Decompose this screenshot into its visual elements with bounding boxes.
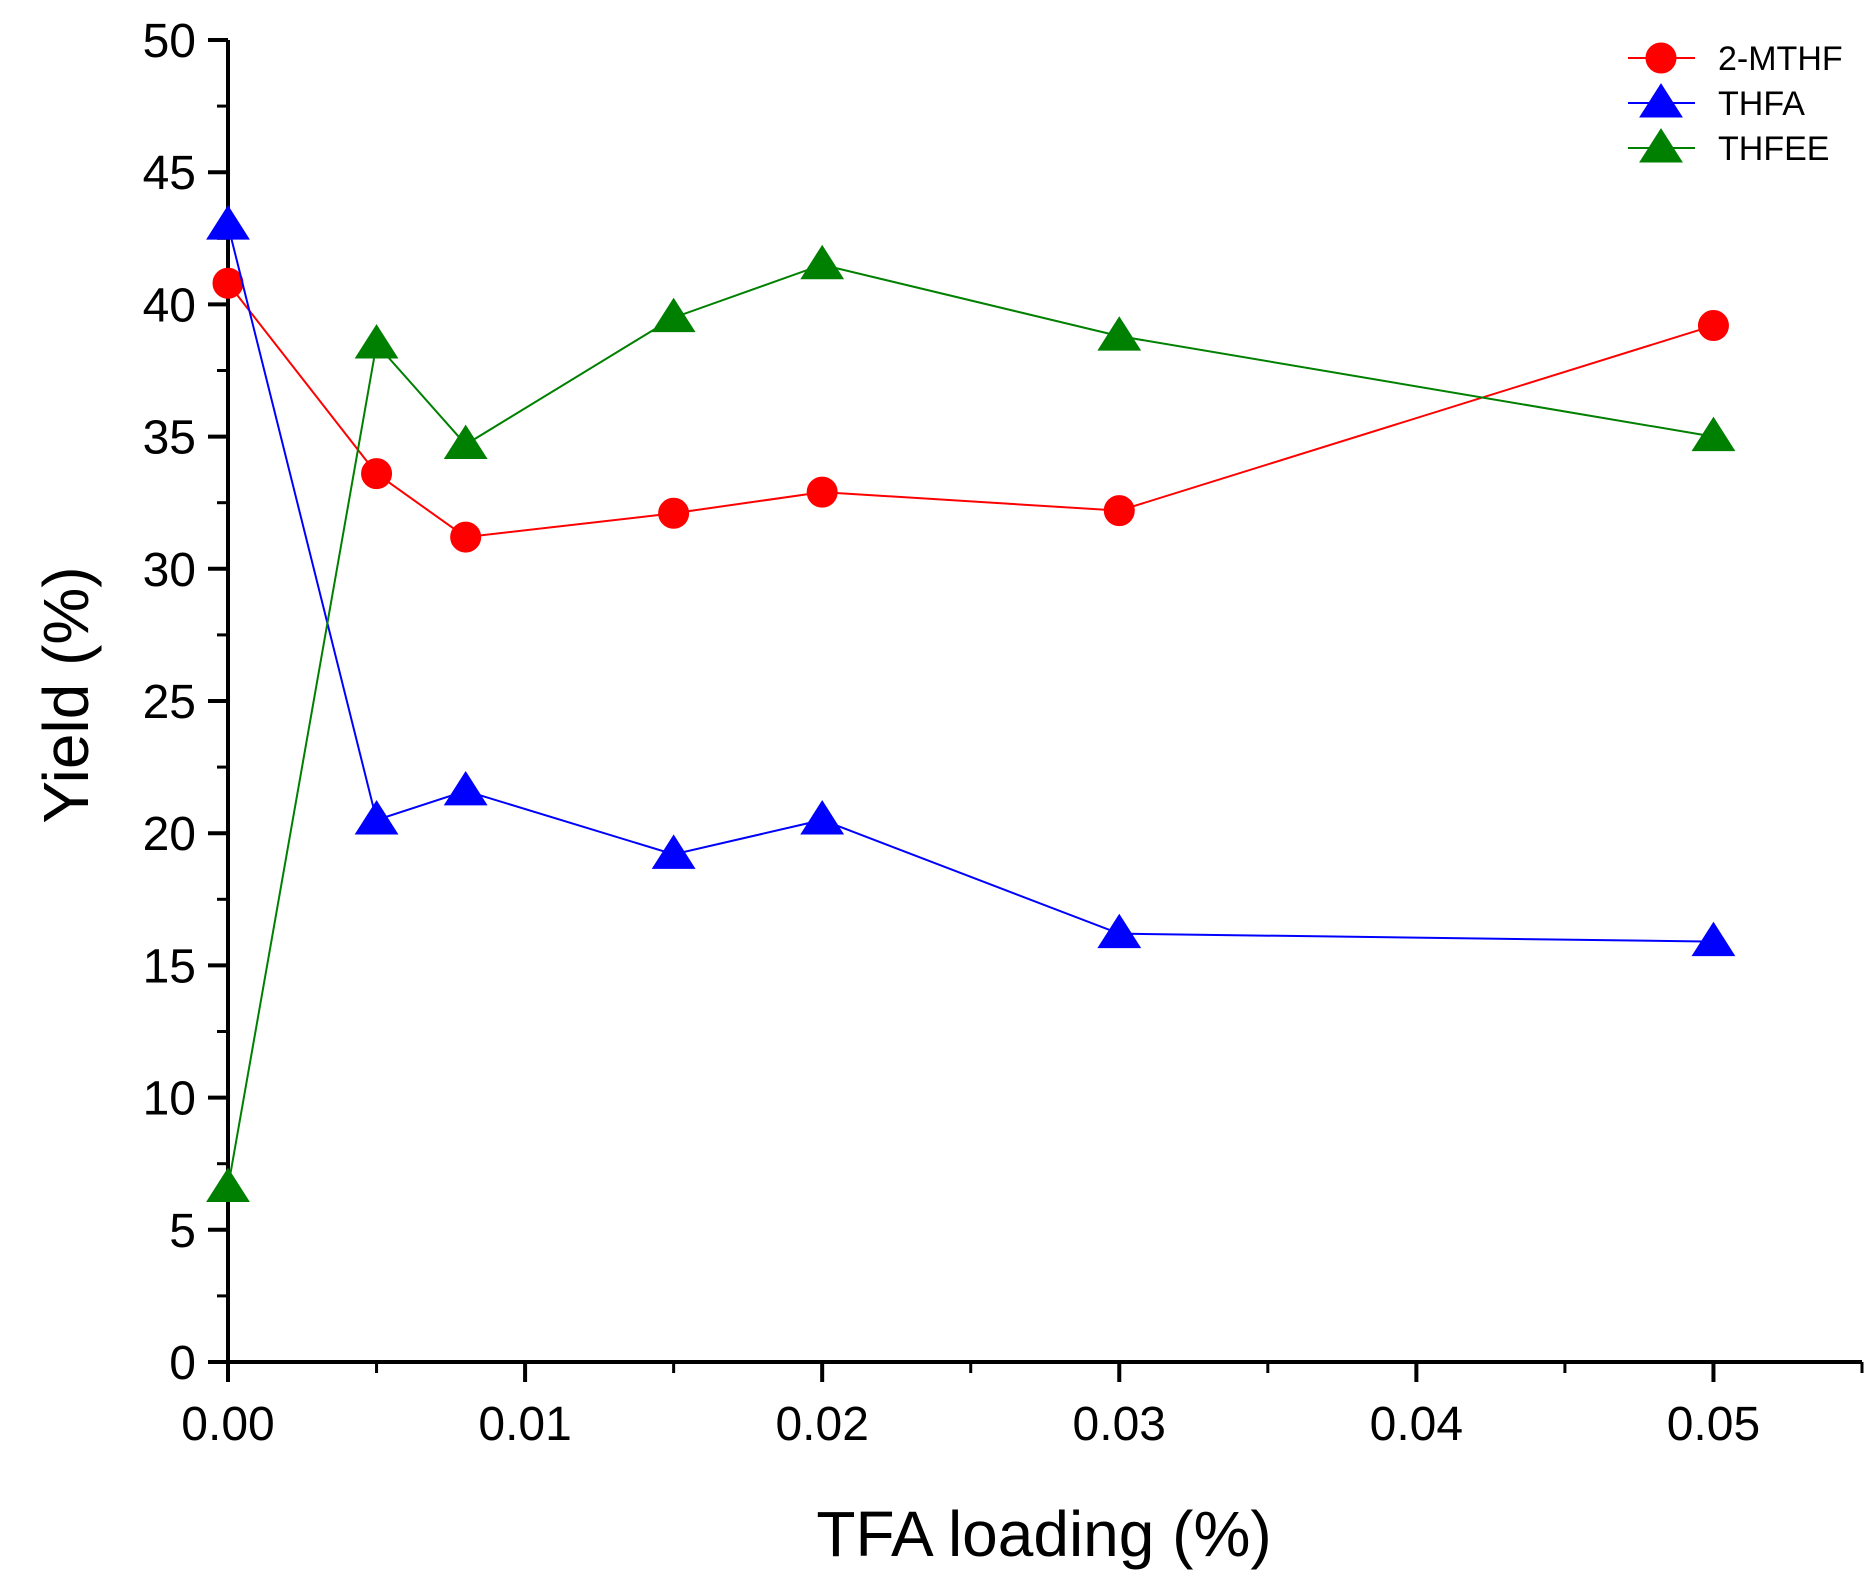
y-tick-label: 20 bbox=[143, 808, 196, 861]
y-tick-label: 40 bbox=[143, 279, 196, 332]
y-tick-label: 35 bbox=[143, 412, 196, 465]
data-point-thfa bbox=[354, 800, 399, 835]
data-point-thfee bbox=[354, 324, 399, 359]
data-point-2-mthf bbox=[1103, 495, 1135, 527]
y-tick-label: 10 bbox=[143, 1073, 196, 1126]
data-point-thfee bbox=[1097, 316, 1142, 351]
data-point-thfee bbox=[1691, 416, 1736, 452]
series-2-mthf bbox=[212, 267, 1729, 553]
legend-marker-2-mthf bbox=[1645, 42, 1677, 74]
y-tick-label: 15 bbox=[143, 940, 196, 993]
data-point-2-mthf bbox=[806, 476, 838, 508]
y-axis-title: Yield (%) bbox=[30, 566, 102, 823]
x-tick-label: 0.03 bbox=[1073, 1398, 1166, 1451]
y-tick-label: 30 bbox=[143, 544, 196, 597]
legend-entry-thfa: THFA bbox=[1628, 83, 1805, 123]
y-tick-label: 45 bbox=[143, 147, 196, 200]
series-group bbox=[206, 205, 1736, 1202]
data-point-2-mthf bbox=[1697, 310, 1729, 342]
legend-label-thfa: THFA bbox=[1718, 85, 1805, 123]
x-tick-label: 0.05 bbox=[1667, 1398, 1760, 1451]
legend-label-2-mthf: 2-MTHF bbox=[1718, 40, 1843, 78]
y-tick-label: 50 bbox=[143, 15, 196, 68]
data-point-2-mthf bbox=[450, 521, 482, 553]
data-point-thfee bbox=[443, 424, 488, 460]
data-point-thfa bbox=[651, 834, 696, 869]
data-point-thfa bbox=[800, 800, 845, 835]
data-point-thfa bbox=[443, 770, 488, 806]
series-thfee bbox=[206, 244, 1736, 1202]
y-tick-label: 5 bbox=[169, 1205, 196, 1258]
x-tick-label: 0.00 bbox=[181, 1398, 274, 1451]
axes: 0 5 10 15 20 25 30 35 40 45 50 0.00 0.01 0.02 0.03 0.04… bbox=[143, 15, 1864, 1451]
data-point-thfa bbox=[1691, 921, 1736, 957]
data-point-2-mthf bbox=[212, 267, 244, 299]
data-point-thfee bbox=[651, 297, 696, 333]
data-point-thfee bbox=[800, 244, 845, 280]
series-thfa bbox=[206, 205, 1736, 957]
legend-entry-2-mthf: 2-MTHF bbox=[1628, 40, 1843, 78]
y-tick-label: 25 bbox=[143, 676, 196, 729]
legend-marker-thfee bbox=[1639, 128, 1683, 163]
legend: 2-MTHF THFA THFEE bbox=[1628, 40, 1843, 168]
y-tick-label: 0 bbox=[169, 1337, 196, 1390]
data-point-2-mthf bbox=[658, 497, 690, 529]
x-axis-title: TFA loading (%) bbox=[816, 1498, 1271, 1570]
data-point-2-mthf bbox=[361, 458, 393, 490]
legend-marker-thfa bbox=[1639, 83, 1683, 118]
legend-entry-thfee: THFEE bbox=[1628, 128, 1829, 168]
data-point-thfa bbox=[1097, 913, 1142, 949]
x-tick-label: 0.04 bbox=[1370, 1398, 1463, 1451]
x-tick-label: 0.02 bbox=[775, 1398, 868, 1451]
data-point-thfa bbox=[206, 205, 250, 240]
legend-label-thfee: THFEE bbox=[1718, 130, 1829, 168]
x-tick-label: 0.01 bbox=[478, 1398, 571, 1451]
data-point-thfee bbox=[206, 1167, 250, 1202]
